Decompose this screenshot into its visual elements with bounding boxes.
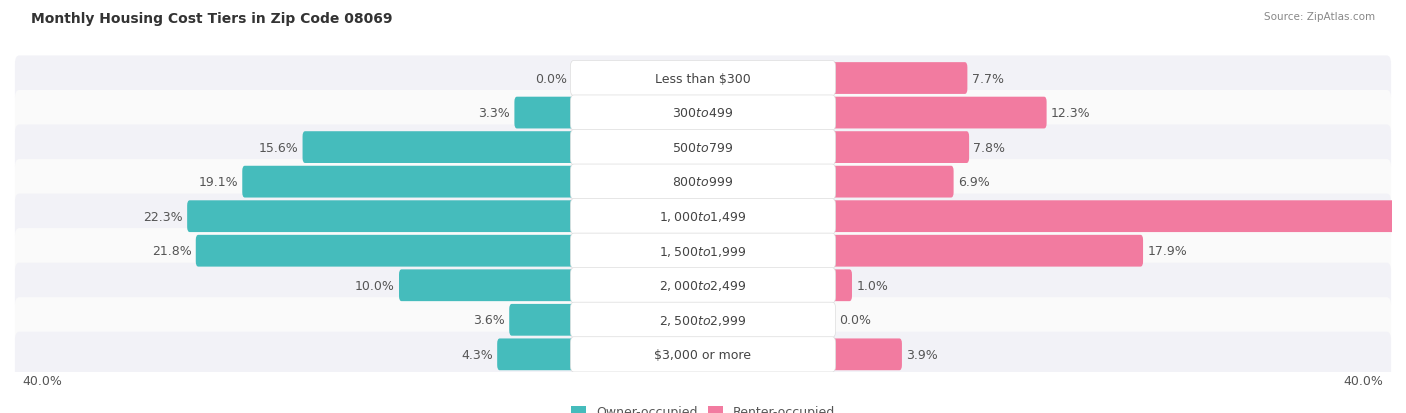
FancyBboxPatch shape [571, 337, 835, 372]
Text: 3.3%: 3.3% [478, 107, 510, 120]
Text: Less than $300: Less than $300 [655, 72, 751, 85]
Text: Monthly Housing Cost Tiers in Zip Code 08069: Monthly Housing Cost Tiers in Zip Code 0… [31, 12, 392, 26]
FancyBboxPatch shape [830, 63, 967, 95]
Text: 40.0%: 40.0% [1344, 375, 1384, 387]
FancyBboxPatch shape [571, 130, 835, 165]
Text: 40.0%: 40.0% [22, 375, 62, 387]
Text: $300 to $499: $300 to $499 [672, 107, 734, 120]
Text: $800 to $999: $800 to $999 [672, 176, 734, 189]
Text: 3.6%: 3.6% [474, 313, 505, 327]
Text: 1.0%: 1.0% [856, 279, 889, 292]
Text: 0.0%: 0.0% [534, 72, 567, 85]
FancyBboxPatch shape [242, 166, 576, 198]
FancyBboxPatch shape [571, 199, 835, 234]
Text: 0.0%: 0.0% [839, 313, 872, 327]
Text: 22.3%: 22.3% [143, 210, 183, 223]
FancyBboxPatch shape [15, 125, 1391, 173]
Legend: Owner-occupied, Renter-occupied: Owner-occupied, Renter-occupied [567, 401, 839, 413]
Text: Source: ZipAtlas.com: Source: ZipAtlas.com [1264, 12, 1375, 22]
Text: 15.6%: 15.6% [259, 141, 298, 154]
FancyBboxPatch shape [15, 263, 1391, 311]
Text: 7.7%: 7.7% [972, 72, 1004, 85]
FancyBboxPatch shape [302, 132, 576, 164]
FancyBboxPatch shape [15, 228, 1391, 277]
Text: 7.8%: 7.8% [973, 141, 1005, 154]
FancyBboxPatch shape [571, 268, 835, 303]
FancyBboxPatch shape [571, 96, 835, 131]
Text: 17.9%: 17.9% [1147, 244, 1187, 258]
FancyBboxPatch shape [509, 304, 576, 336]
FancyBboxPatch shape [15, 91, 1391, 139]
FancyBboxPatch shape [571, 233, 835, 269]
FancyBboxPatch shape [15, 160, 1391, 208]
Text: 12.3%: 12.3% [1050, 107, 1091, 120]
FancyBboxPatch shape [187, 201, 576, 233]
FancyBboxPatch shape [515, 97, 576, 129]
Text: 6.9%: 6.9% [957, 176, 990, 189]
Text: 21.8%: 21.8% [152, 244, 191, 258]
FancyBboxPatch shape [15, 332, 1391, 380]
Text: $2,500 to $2,999: $2,500 to $2,999 [659, 313, 747, 327]
FancyBboxPatch shape [830, 132, 969, 164]
Text: 19.1%: 19.1% [198, 176, 238, 189]
Text: 4.3%: 4.3% [461, 348, 494, 361]
FancyBboxPatch shape [15, 297, 1391, 346]
FancyBboxPatch shape [498, 339, 576, 370]
FancyBboxPatch shape [15, 56, 1391, 104]
Text: $500 to $799: $500 to $799 [672, 141, 734, 154]
Text: 10.0%: 10.0% [354, 279, 395, 292]
FancyBboxPatch shape [571, 165, 835, 200]
FancyBboxPatch shape [830, 339, 901, 370]
FancyBboxPatch shape [399, 270, 576, 301]
Text: $1,000 to $1,499: $1,000 to $1,499 [659, 210, 747, 224]
FancyBboxPatch shape [571, 302, 835, 337]
FancyBboxPatch shape [830, 235, 1143, 267]
FancyBboxPatch shape [830, 270, 852, 301]
Text: $2,000 to $2,499: $2,000 to $2,499 [659, 279, 747, 292]
FancyBboxPatch shape [830, 201, 1406, 233]
FancyBboxPatch shape [830, 166, 953, 198]
FancyBboxPatch shape [571, 61, 835, 96]
FancyBboxPatch shape [15, 194, 1391, 242]
FancyBboxPatch shape [195, 235, 576, 267]
Text: $3,000 or more: $3,000 or more [655, 348, 751, 361]
Text: $1,500 to $1,999: $1,500 to $1,999 [659, 244, 747, 258]
FancyBboxPatch shape [830, 97, 1046, 129]
Text: 3.9%: 3.9% [907, 348, 938, 361]
